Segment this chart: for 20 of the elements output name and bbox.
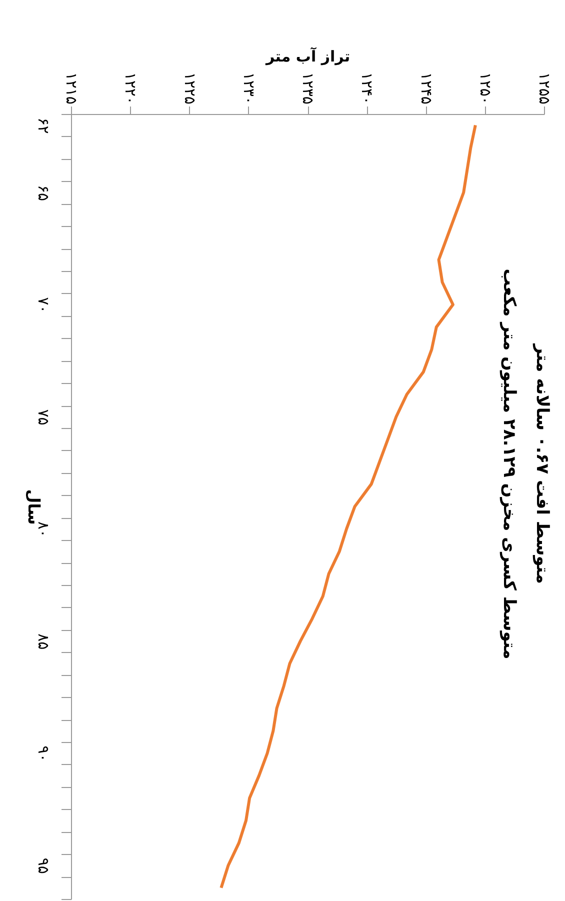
x-tick-label: ۱۲۵۰ bbox=[476, 72, 494, 104]
x-tick-label: ۱۲۴۵ bbox=[417, 72, 436, 104]
x-tick-label: ۱۲۲۰ bbox=[122, 72, 140, 104]
y-tick-label: ۷۵ bbox=[34, 409, 52, 426]
x-tick-label: ۱۲۱۵ bbox=[62, 72, 80, 104]
text: متوسط افت ۰.۶۷ سالانه متر bbox=[532, 343, 552, 584]
y-tick-label: ۹۵ bbox=[34, 858, 52, 874]
x-tick-label: ۱۲۳۵ bbox=[299, 72, 317, 104]
text: متوسط کسری مخزن ۲۸.۱۲۹ میلیون متر مکعب bbox=[499, 268, 519, 660]
x-axis-title: تراز آب متر bbox=[264, 46, 350, 66]
y-tick-label: ۸۵ bbox=[34, 634, 52, 650]
x-tick-label: ۱۲۳۰ bbox=[240, 72, 258, 104]
y-tick-label: ۷۰ bbox=[34, 297, 52, 314]
y-tick-label: ۸۰ bbox=[34, 521, 52, 538]
x-tick-label: ۱۲۲۵ bbox=[180, 72, 199, 104]
x-tick-label: ۱۲۴۰ bbox=[358, 72, 376, 104]
y-tick-label: ۹۰ bbox=[34, 746, 52, 762]
y-tick-label: ۶۲ bbox=[34, 118, 52, 134]
y-tick-label: ۶۵ bbox=[34, 184, 52, 202]
x-tick-label: ۱۲۵۵ bbox=[536, 72, 554, 104]
